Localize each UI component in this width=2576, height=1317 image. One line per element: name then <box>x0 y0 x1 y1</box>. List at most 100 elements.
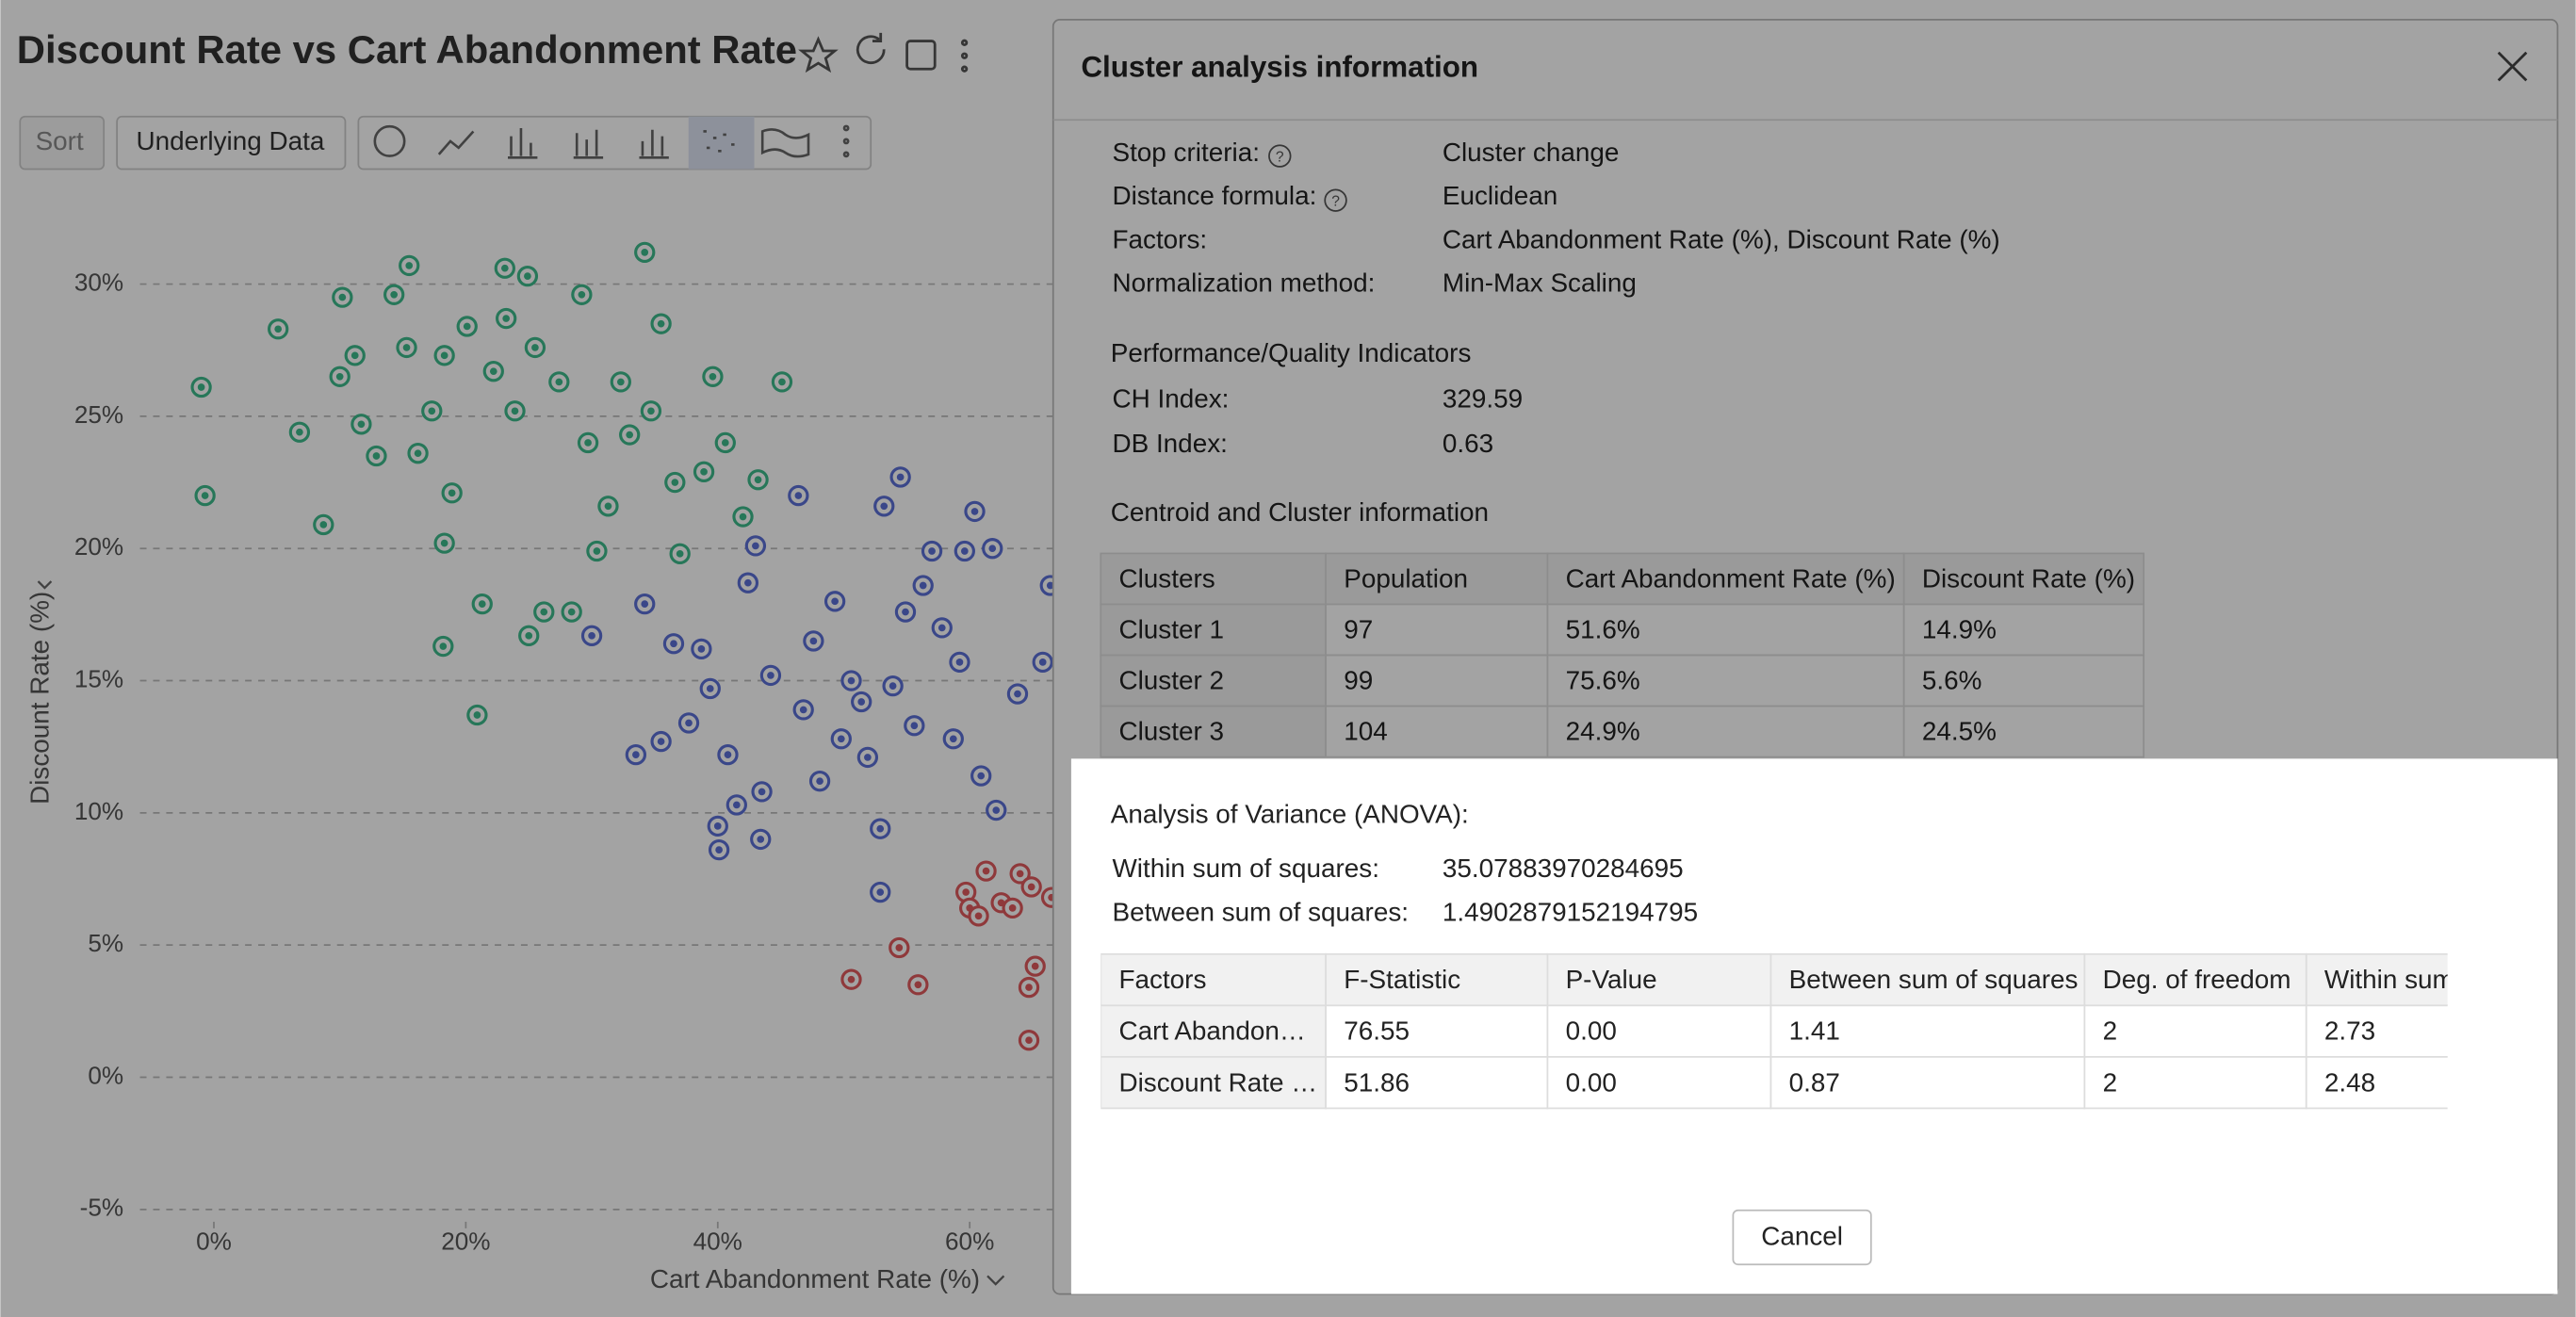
anova-value: 1.4902879152194795 <box>1443 897 1698 926</box>
scatter-point <box>744 535 767 557</box>
column-header: Within sum of squares <box>2324 965 2576 994</box>
y-tick-label: 15% <box>74 664 123 692</box>
cancel-button[interactable] <box>1732 1209 1872 1266</box>
cancel-label: Cancel <box>1761 1222 1843 1251</box>
indicator-value: 329.59 <box>1443 384 1523 414</box>
scatter-point <box>610 371 631 393</box>
table-cell <box>1769 1056 2086 1110</box>
table-text: 51.6% <box>1566 615 1640 644</box>
scatter-point <box>396 336 417 359</box>
refresh-icon[interactable] <box>856 32 886 65</box>
point-core <box>857 698 866 706</box>
scatter-point <box>471 593 493 615</box>
point-core <box>351 351 359 360</box>
chart-type-icons <box>373 124 850 159</box>
point-core <box>338 293 347 301</box>
pie-icon[interactable] <box>373 124 406 157</box>
y-axis-label: Discount Rate (%) <box>24 592 54 805</box>
point-core <box>757 836 765 843</box>
point-core <box>697 645 706 653</box>
scatter-point <box>516 265 539 287</box>
scatter-point <box>949 651 970 674</box>
scatter-point <box>313 513 334 536</box>
title-icons <box>798 32 969 73</box>
point-core <box>962 888 970 896</box>
scatter-point <box>771 371 793 393</box>
point-core <box>201 492 209 499</box>
favorite-icon[interactable] <box>798 36 839 73</box>
stacked-bar-icon[interactable] <box>573 129 604 159</box>
table-text: 97 <box>1344 615 1373 644</box>
point-core <box>1027 883 1035 891</box>
point-core <box>809 637 818 645</box>
scatter-point <box>329 366 351 387</box>
table-cell <box>1325 1004 1549 1058</box>
point-core <box>439 642 448 650</box>
anova-label: Between sum of squares: <box>1112 897 1409 926</box>
point-core <box>910 722 919 730</box>
table-text: 99 <box>1344 666 1373 695</box>
table-text: 14.9% <box>1922 615 1997 644</box>
scatter-point <box>677 712 700 734</box>
selected-chart-type[interactable] <box>688 116 755 170</box>
y-tick-label: 30% <box>74 268 123 296</box>
point-core <box>752 542 759 550</box>
x-tick-label: 40% <box>693 1227 742 1255</box>
setting-label: Distance formula: <box>1112 181 1316 210</box>
save-icon[interactable] <box>905 40 937 71</box>
point-core <box>880 502 889 511</box>
point-core <box>988 545 997 553</box>
map-icon[interactable] <box>760 128 810 158</box>
more-icon[interactable] <box>960 65 969 73</box>
table-cell <box>2305 1056 2448 1110</box>
column-header: Factors <box>1118 965 1206 994</box>
more-icon[interactable] <box>960 39 969 46</box>
column-icon[interactable] <box>639 129 669 159</box>
point-core <box>1014 690 1021 698</box>
sort-button[interactable] <box>19 115 106 171</box>
scatter-point <box>702 366 724 387</box>
indicator-label: CH Index: <box>1112 384 1229 414</box>
table-cell <box>1101 1056 1327 1110</box>
point-core <box>555 378 563 386</box>
point-core <box>895 944 904 951</box>
y-tick-label: 5% <box>88 929 123 957</box>
point-core <box>949 735 957 743</box>
point-core <box>1046 581 1054 590</box>
column-header: Deg. of freedom <box>2103 965 2291 994</box>
help-icons <box>1268 144 1347 212</box>
scatter-point <box>625 743 647 766</box>
dialog-title: Cluster analysis information <box>1081 50 1478 83</box>
scatter-point <box>288 421 311 443</box>
scatter-point <box>190 376 212 398</box>
point-core <box>1038 658 1047 666</box>
scatter-point <box>662 633 685 655</box>
point-core <box>657 738 665 745</box>
more-icon[interactable] <box>960 52 969 59</box>
scatter-point <box>747 469 769 491</box>
scatter-point <box>964 500 986 523</box>
help-icon[interactable] <box>1268 144 1292 168</box>
point-core <box>977 772 986 780</box>
help-icon[interactable] <box>1324 188 1347 212</box>
scatter-icon[interactable] <box>703 130 735 153</box>
point-core <box>847 676 856 685</box>
table-cell <box>1546 952 1772 1007</box>
line-icon[interactable] <box>437 130 475 155</box>
x-axis-chevron[interactable] <box>986 1275 1005 1286</box>
scatter-point <box>851 691 872 713</box>
close-button[interactable] <box>2497 51 2528 82</box>
bar-icon[interactable] <box>508 127 538 159</box>
table-text: 51.86 <box>1344 1067 1410 1097</box>
scatter-point <box>421 400 443 422</box>
y-axis-chevron[interactable] <box>37 580 53 590</box>
underlying-data-button[interactable] <box>116 115 347 171</box>
indicator-label: DB Index: <box>1112 429 1227 458</box>
scatter-point <box>968 905 989 927</box>
point-core <box>319 521 328 528</box>
point-core <box>676 549 684 558</box>
point-core <box>778 378 786 386</box>
scatter-point <box>504 400 526 422</box>
